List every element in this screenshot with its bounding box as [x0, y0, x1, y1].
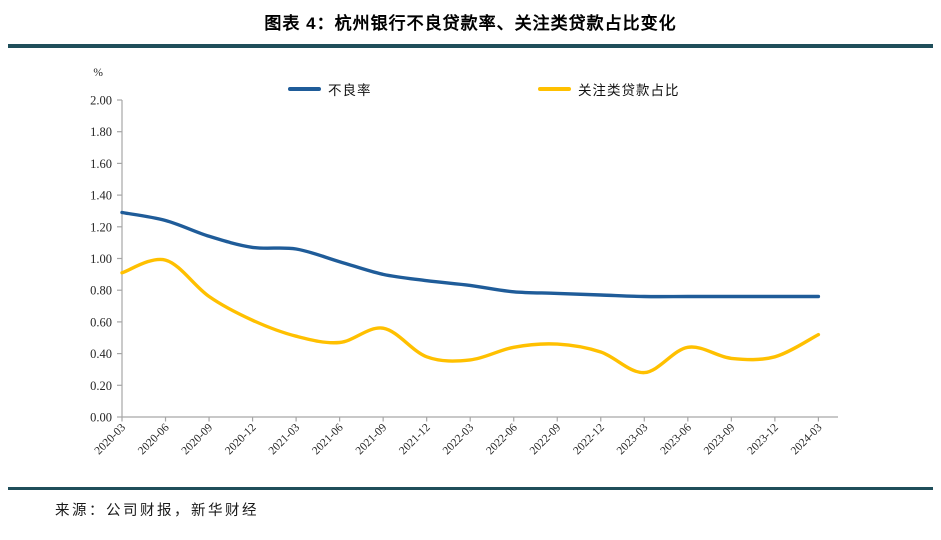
svg-text:2021-03: 2021-03 — [267, 421, 303, 457]
svg-text:2022-12: 2022-12 — [571, 421, 607, 457]
svg-text:0.00: 0.00 — [90, 411, 112, 425]
svg-text:2021-09: 2021-09 — [354, 421, 390, 457]
svg-text:1.20: 1.20 — [90, 220, 112, 234]
svg-text:0.20: 0.20 — [90, 379, 112, 393]
svg-text:1.00: 1.00 — [90, 252, 112, 266]
bottom-divider — [8, 487, 933, 490]
svg-text:2023-06: 2023-06 — [658, 421, 694, 457]
svg-text:1.40: 1.40 — [90, 189, 112, 203]
source-text: 来源：公司财报，新华财经 — [55, 503, 259, 519]
svg-text:1.60: 1.60 — [90, 157, 112, 171]
svg-text:2022-09: 2022-09 — [528, 421, 564, 457]
svg-text:2.00: 2.00 — [90, 94, 112, 108]
svg-text:0.60: 0.60 — [90, 315, 112, 329]
y-axis-unit-label: % — [93, 67, 103, 79]
svg-text:2020-06: 2020-06 — [136, 421, 172, 457]
svg-text:2023-03: 2023-03 — [615, 421, 651, 457]
legend-item-npl-ratio: 不良率 — [288, 79, 372, 99]
series-line-0 — [120, 210, 821, 299]
svg-text:2024-03: 2024-03 — [789, 421, 825, 457]
axes — [117, 99, 838, 422]
svg-text:2021-12: 2021-12 — [397, 421, 433, 457]
svg-text:2021-06: 2021-06 — [310, 421, 346, 457]
y-tick-labels: 0.00 0.20 0.40 0.60 0.80 1.00 1.20 1.40 1.60 1.80… — [90, 94, 112, 425]
svg-text:0.40: 0.40 — [90, 347, 112, 361]
svg-text:2022-03: 2022-03 — [441, 421, 477, 457]
svg-text:2020-09: 2020-09 — [180, 421, 216, 457]
x-tick-labels: 2020-03 2020-06 2020-09 2020-12 2021-03 2021-… — [93, 421, 825, 457]
svg-text:1.80: 1.80 — [90, 125, 112, 139]
legend-line-npl-ratio — [288, 87, 321, 91]
series-line-1 — [120, 257, 821, 375]
svg-text:0.80: 0.80 — [90, 284, 112, 298]
svg-text:2020-12: 2020-12 — [223, 421, 259, 457]
svg-text:2023-12: 2023-12 — [745, 421, 781, 457]
legend-label-special-mention: 关注类贷款占比 — [578, 83, 680, 98]
legend-line-special-mention — [538, 87, 571, 91]
svg-text:2022-06: 2022-06 — [484, 421, 520, 457]
chart-title: 图表 4：杭州银行不良贷款率、关注类贷款占比变化 — [264, 14, 677, 33]
legend-label-npl-ratio: 不良率 — [328, 83, 372, 98]
svg-text:2020-03: 2020-03 — [93, 421, 129, 457]
top-divider — [8, 44, 933, 48]
legend-item-special-mention: 关注类贷款占比 — [538, 79, 680, 99]
svg-text:2023-09: 2023-09 — [702, 421, 738, 457]
